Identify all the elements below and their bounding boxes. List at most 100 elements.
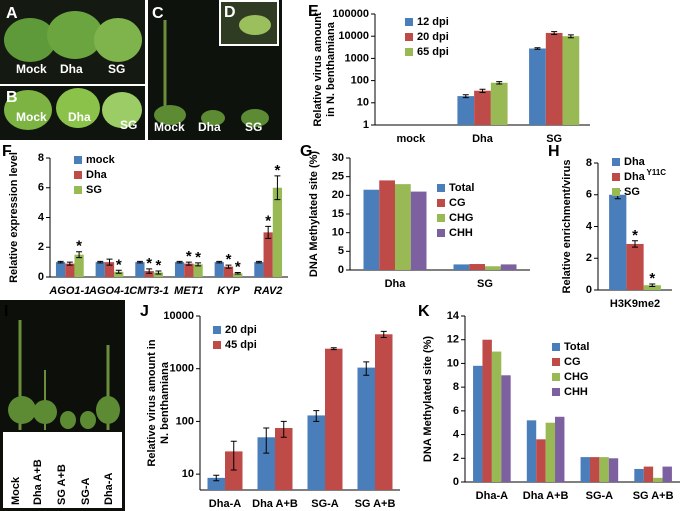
legend-swatch (405, 33, 413, 41)
y-tick-label: 25 (332, 171, 344, 183)
legend-label: CHH (564, 386, 588, 398)
x-tick-label: Dha A+B (252, 498, 298, 510)
panel-label: F (2, 143, 12, 160)
y-axis-label: in N. benthamiana (325, 21, 337, 117)
panel-label: K (418, 303, 430, 320)
error-bar (185, 261, 192, 266)
y-tick-label: 1 (363, 119, 369, 131)
legend-label: Dha (624, 156, 646, 168)
bar (95, 262, 105, 277)
bar (144, 271, 154, 277)
x-tick-label: CMT3-1 (129, 285, 169, 297)
bar (608, 458, 619, 482)
bar (536, 439, 546, 482)
error-bar (216, 260, 223, 264)
bar (580, 457, 590, 482)
error-bar (363, 361, 370, 376)
bar (263, 232, 273, 277)
bar (485, 266, 501, 270)
x-tick-label: SG (546, 133, 562, 145)
bar (233, 273, 243, 277)
photo-caption: Mock (10, 476, 22, 505)
x-tick-label: SG A+B (633, 490, 674, 502)
bar (474, 90, 491, 125)
bar (653, 477, 663, 482)
error-bar (280, 420, 287, 438)
legend-swatch (213, 341, 221, 349)
y-tick-label: 10 (447, 357, 459, 369)
x-tick-label: SG (477, 278, 493, 290)
y-tick-label: 5 (338, 245, 344, 257)
bar (491, 351, 502, 482)
error-bar (155, 270, 162, 275)
y-tick-label: 100 (176, 415, 194, 427)
error-bar (234, 272, 241, 275)
legend-swatch (552, 358, 560, 366)
x-tick-label: AGO1-1 (48, 285, 90, 297)
y-axis-label: DNA Methylated site (%) (422, 336, 434, 462)
legend-swatch (552, 373, 560, 381)
y-tick-label: 1000 (345, 52, 369, 64)
bar (275, 428, 293, 490)
photo-caption: Dha (198, 120, 221, 134)
x-tick-label: MET1 (174, 285, 203, 297)
photo-caption: Dha (68, 110, 91, 124)
y-tick-label: 0 (38, 271, 44, 283)
error-bar (274, 175, 281, 201)
y-tick-label: 10 (357, 97, 369, 109)
panel-label: H (548, 143, 560, 160)
panel-label: G (300, 143, 312, 160)
legend-label: 45 dpi (225, 339, 257, 351)
photo-i: I Mock Dha A+B SG A+B SG-A Dha-A (0, 300, 125, 511)
legend-label: CG (449, 197, 466, 209)
x-tick-label: Dha (385, 278, 407, 290)
significance-mark: * (195, 249, 201, 266)
x-tick-label: SG-A (586, 490, 614, 502)
photo-caption: Mock (16, 110, 47, 124)
error-bar (380, 330, 387, 339)
bar (410, 191, 427, 270)
x-tick-label: H3K9me2 (610, 298, 660, 310)
error-bar (66, 261, 73, 266)
bar (135, 262, 145, 277)
error-bar (176, 260, 183, 264)
bar (225, 451, 243, 490)
y-tick-label: 20 (332, 189, 344, 201)
legend-label: 65 dpi (417, 46, 449, 58)
bar (599, 457, 609, 482)
y-tick-label: 100000 (332, 8, 369, 20)
significance-mark: * (226, 251, 232, 268)
photo-b: B Mock Dha SG (0, 86, 145, 140)
y-tick-label: 10000 (163, 310, 194, 322)
x-tick-label: Dha-A (476, 490, 508, 502)
photo-caption: SG (108, 62, 125, 76)
legend-label: Total (449, 182, 474, 194)
photo-caption: SG (245, 120, 262, 134)
y-tick-label: 2 (453, 452, 459, 464)
significance-mark: * (235, 259, 241, 276)
x-tick-label: SG A+B (355, 498, 396, 510)
legend-swatch (612, 158, 620, 166)
legend-swatch (612, 188, 620, 196)
legend-label: SG (86, 184, 102, 196)
legend-swatch (74, 186, 82, 194)
y-axis-label: Relative virus amount in (146, 339, 158, 466)
error-bar (136, 260, 143, 264)
bar (272, 187, 283, 277)
error-bar (632, 240, 638, 248)
panel-label: I (4, 303, 8, 320)
significance-mark: * (116, 256, 122, 273)
error-bar (146, 268, 153, 274)
significance-mark: * (146, 255, 152, 272)
bar (634, 468, 644, 482)
bar (74, 254, 84, 277)
bar (500, 264, 517, 270)
legend-superscript: Y11C (647, 168, 667, 177)
bar (482, 339, 492, 482)
legend-swatch (437, 229, 445, 237)
legend-label: 12 dpi (417, 16, 449, 28)
bar (589, 457, 600, 482)
